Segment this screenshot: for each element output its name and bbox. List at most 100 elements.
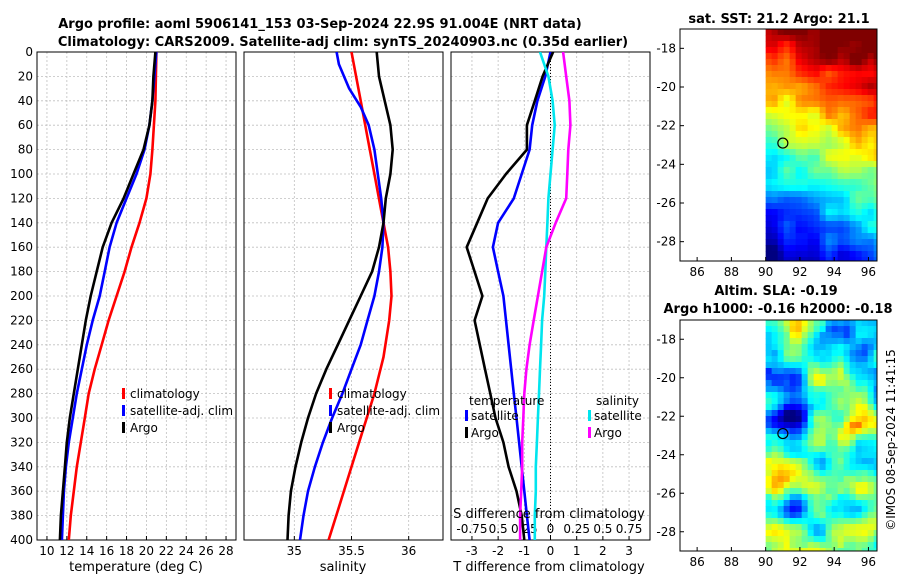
map-cell: [843, 101, 851, 108]
sla-field: [765, 320, 877, 551]
map-cell: [801, 29, 809, 36]
map-cell: [819, 356, 827, 363]
map-cell: [867, 374, 875, 381]
map-cell: [831, 404, 839, 411]
map-cell: [795, 95, 803, 102]
y-tick-label: 80: [18, 143, 33, 157]
map-cell: [819, 47, 827, 54]
map-cell: [861, 368, 869, 375]
map-cell: [861, 77, 869, 84]
map-cell: [819, 380, 827, 387]
series-temperature-satellite: [491, 52, 552, 540]
map-cell: [837, 131, 845, 138]
top-tick-label: 0.5: [489, 522, 508, 536]
map-cell: [765, 191, 773, 198]
map-cell: [873, 446, 877, 453]
map-cell: [867, 380, 875, 387]
map-cell: [765, 410, 773, 417]
map-cell: [819, 221, 827, 228]
series-argo: [286, 52, 395, 540]
map-cell: [789, 191, 797, 198]
map-cell: [825, 185, 833, 192]
map-cell: [771, 542, 779, 549]
map-cell: [849, 239, 857, 246]
map-cell: [861, 494, 869, 501]
legend-swatch: [588, 410, 591, 421]
map-cell: [765, 518, 773, 525]
map-cell: [807, 65, 815, 72]
map-cell: [819, 83, 827, 90]
map-cell: [807, 203, 815, 210]
map-cell: [783, 221, 791, 228]
map-cell: [855, 494, 863, 501]
map-cell: [777, 209, 785, 216]
map-cell: [795, 239, 803, 246]
map-cell: [873, 506, 877, 513]
map-cell: [771, 131, 779, 138]
map-cell: [789, 95, 797, 102]
map-cell: [807, 488, 815, 495]
map-cell: [855, 209, 863, 216]
map-cell: [855, 386, 863, 393]
map-cell: [783, 416, 791, 423]
map-cell: [837, 416, 845, 423]
map-cell: [783, 368, 791, 375]
map-cell: [861, 398, 869, 405]
map-cell: [837, 428, 845, 435]
map-cell: [855, 350, 863, 357]
sla-map-title-2: Argo h1000: -0.16 h2000: -0.18: [663, 302, 892, 317]
map-cell: [849, 476, 857, 483]
map-cell: [837, 452, 845, 459]
map-cell: [783, 185, 791, 192]
map-cell: [843, 29, 851, 36]
map-cell: [819, 41, 827, 48]
map-cell: [807, 257, 815, 261]
map-cell: [813, 368, 821, 375]
map-cell: [837, 518, 845, 525]
map-cell: [861, 416, 869, 423]
map-cell: [777, 428, 785, 435]
map-cell: [831, 410, 839, 417]
map-cell: [771, 320, 779, 327]
map-cell: [819, 35, 827, 42]
map-cell: [825, 428, 833, 435]
y-tick-label: 300: [10, 411, 33, 425]
map-cell: [837, 35, 845, 42]
map-cell: [837, 536, 845, 543]
map-cell: [783, 494, 791, 501]
map-cell: [873, 410, 877, 417]
map-cell: [855, 542, 863, 549]
map-cell: [873, 95, 877, 102]
map-cell: [831, 350, 839, 357]
map-cell: [843, 464, 851, 471]
salinity-xlabel: salinity: [320, 560, 367, 575]
map-cell: [801, 494, 809, 501]
map-cell: [837, 83, 845, 90]
map-cell: [861, 221, 869, 228]
map-cell: [807, 470, 815, 477]
map-cell: [771, 173, 779, 180]
map-cell: [765, 101, 773, 108]
map-cell: [849, 29, 857, 36]
map-cell: [831, 392, 839, 399]
map-cell: [867, 476, 875, 483]
map-cell: [873, 476, 877, 483]
map-cell: [813, 518, 821, 525]
map-cell: [795, 506, 803, 513]
map-cell: [801, 89, 809, 96]
map-cell: [831, 257, 839, 261]
map-cell: [843, 500, 851, 507]
map-cell: [843, 404, 851, 411]
legend-salinity-title: salinity: [596, 394, 639, 408]
map-cell: [873, 500, 877, 507]
map-cell: [765, 482, 773, 489]
map-cell: [801, 464, 809, 471]
map-cell: [813, 77, 821, 84]
map-cell: [855, 239, 863, 246]
map-cell: [867, 464, 875, 471]
map-cell: [873, 29, 877, 36]
map-cell: [777, 179, 785, 186]
map-cell: [789, 209, 797, 216]
map-cell: [777, 488, 785, 495]
map-cell: [819, 506, 827, 513]
